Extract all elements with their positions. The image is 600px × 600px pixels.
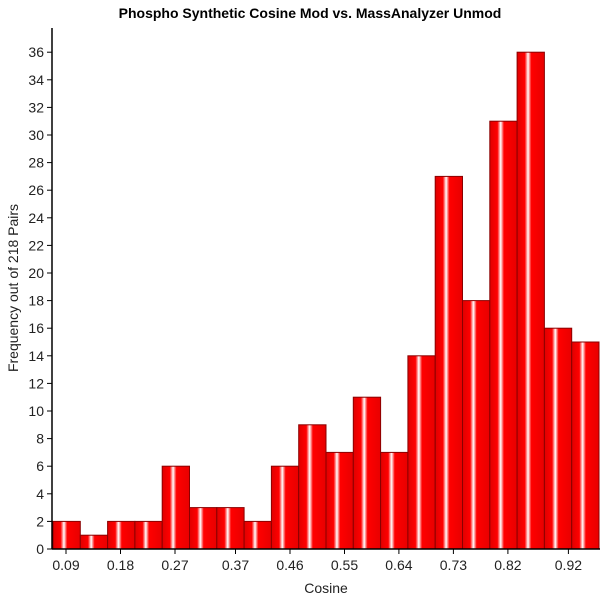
histogram-bar-1 xyxy=(52,520,81,550)
y-tick-label: 6 xyxy=(36,458,44,474)
histogram-bar-4 xyxy=(134,520,163,550)
x-axis-label: Cosine xyxy=(304,580,348,596)
histogram-bar-11 xyxy=(325,451,354,550)
x-tick-label: 0.09 xyxy=(52,557,79,573)
y-tick-label: 20 xyxy=(28,265,44,281)
histogram-bar-15 xyxy=(434,175,464,550)
y-tick-label: 26 xyxy=(28,182,44,198)
histogram-bar-10 xyxy=(298,424,327,550)
histogram-bar-14 xyxy=(407,355,436,550)
histogram-bar-5 xyxy=(161,465,190,550)
x-tick-label: 0.64 xyxy=(385,557,412,573)
histogram-bar-12 xyxy=(352,396,382,550)
y-tick-label: 2 xyxy=(36,513,44,529)
y-tick-label: 16 xyxy=(28,320,44,336)
y-axis-label: Frequency out of 218 Pairs xyxy=(5,204,21,372)
histogram-bar-8 xyxy=(243,520,272,550)
histogram-bar-3 xyxy=(107,520,136,550)
histogram-bar-6 xyxy=(189,507,218,550)
y-tick-label: 36 xyxy=(28,44,44,60)
histogram-bar-18 xyxy=(516,51,545,550)
x-tick-label: 0.73 xyxy=(440,557,467,573)
y-tick-label: 14 xyxy=(28,348,44,364)
x-tick-label: 0.82 xyxy=(494,557,521,573)
x-tick-label: 0.55 xyxy=(331,557,358,573)
x-tick-label: 0.37 xyxy=(222,557,249,573)
chart-title: Phospho Synthetic Cosine Mod vs. MassAna… xyxy=(119,5,502,21)
y-tick-label: 32 xyxy=(28,99,44,115)
y-tick-label: 24 xyxy=(28,210,44,226)
x-tick-label: 0.27 xyxy=(161,557,188,573)
y-tick-label: 12 xyxy=(28,375,44,391)
y-tick-label: 18 xyxy=(28,293,44,309)
histogram-bar-13 xyxy=(380,451,409,550)
y-tick-label: 10 xyxy=(28,403,44,419)
y-tick-label: 28 xyxy=(28,155,44,171)
histogram-bar-7 xyxy=(216,507,245,550)
y-tick-label: 30 xyxy=(28,127,44,143)
histogram-bar-19 xyxy=(543,327,573,550)
bars-group xyxy=(52,51,600,550)
y-tick-label: 0 xyxy=(36,541,44,557)
x-tick-label: 0.92 xyxy=(555,557,582,573)
x-tick-label: 0.46 xyxy=(276,557,303,573)
histogram-bar-16 xyxy=(462,300,491,550)
histogram-bar-20 xyxy=(571,341,600,550)
histogram-bar-2 xyxy=(79,534,109,550)
y-tick-label: 8 xyxy=(36,431,44,447)
y-tick-label: 4 xyxy=(36,486,44,502)
histogram-bar-9 xyxy=(270,465,300,550)
x-ticks-group: 0.09 0.18 0.27 0.37 0.46 0.55 0.64 0.73 0.82 0.92 xyxy=(52,549,582,573)
y-tick-label: 22 xyxy=(28,237,44,253)
x-tick-label: 0.18 xyxy=(107,557,134,573)
histogram-bar-17 xyxy=(489,120,518,550)
y-tick-label: 34 xyxy=(28,72,44,88)
